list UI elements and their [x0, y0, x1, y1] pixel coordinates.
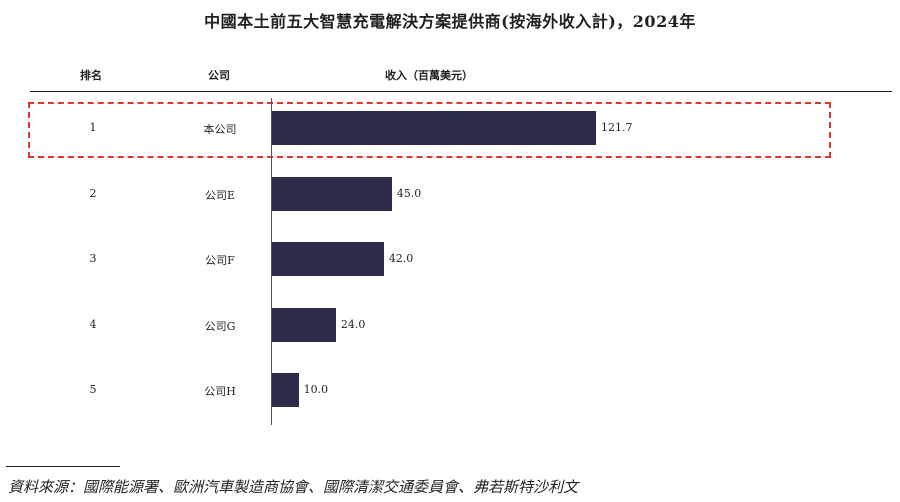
rank-label: 1 [89, 121, 97, 134]
rank-label: 3 [89, 252, 97, 265]
header-rank: 排名 [80, 69, 102, 82]
company-label: 公司E [204, 188, 236, 202]
company-label: 公司F [205, 254, 235, 267]
rank-label: 4 [89, 317, 97, 331]
chart-title: 中國本土前五大智慧充電解決方案提供商(按海外收入計)，2024年 [204, 12, 696, 31]
revenue-bar [272, 176, 392, 211]
value-label: 10.0 [303, 383, 329, 396]
value-label: 121.7 [601, 121, 633, 134]
revenue-bar [272, 242, 384, 276]
revenue-bar [272, 307, 336, 342]
value-label: 24.0 [340, 317, 366, 331]
company-label: 公司H [204, 385, 236, 398]
source-note: 資料來源：國際能源署、歐洲汽車製造商協會、國際清潔交通委員會、弗若斯特沙利文 [8, 478, 579, 496]
company-label: 公司G [204, 319, 236, 333]
revenue-bar [272, 373, 299, 407]
rank-label: 2 [89, 186, 97, 200]
category-axis [271, 98, 272, 425]
revenue-bar [272, 111, 596, 145]
highlight-box [28, 102, 831, 158]
rank-label: 5 [89, 383, 97, 396]
header-company: 公司 [208, 69, 230, 82]
header-revenue: 收入（百萬美元） [385, 69, 473, 82]
value-label: 42.0 [388, 252, 414, 265]
source-rule [6, 466, 120, 467]
header-rule [30, 91, 892, 92]
value-label: 45.0 [396, 186, 422, 200]
company-label: 本公司 [203, 123, 237, 136]
